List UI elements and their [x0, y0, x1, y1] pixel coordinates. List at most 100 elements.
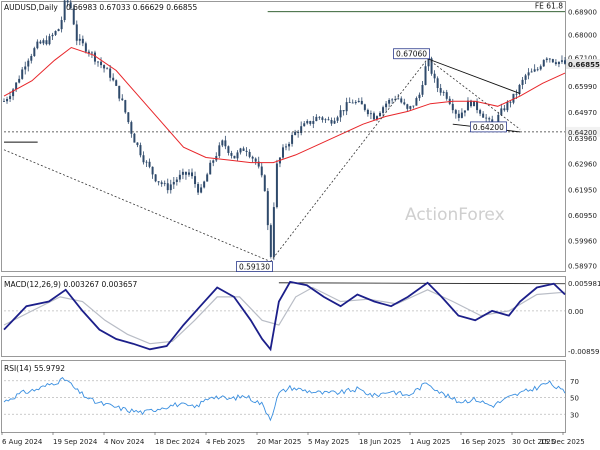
- channel-upper-line: [427, 58, 521, 94]
- price-panel-frame: [1, 1, 566, 272]
- candle-body: [206, 174, 209, 182]
- candle-body: [503, 108, 506, 111]
- candle-body: [160, 182, 163, 185]
- candle-body: [394, 98, 397, 100]
- candle-body: [191, 172, 194, 177]
- candle-body: [348, 102, 351, 103]
- candle-body: [479, 110, 482, 114]
- candle-body: [533, 69, 536, 72]
- candle-body: [539, 66, 542, 70]
- candle-body: [485, 117, 488, 119]
- candle-body: [66, 0, 69, 3]
- candle-body: [166, 183, 169, 191]
- candle-body: [288, 143, 291, 147]
- ohlc-label: 0.66983 0.67033 0.66629 0.66855: [66, 3, 197, 12]
- candle-body: [300, 126, 303, 133]
- candle-body: [476, 101, 479, 111]
- candle-body: [130, 122, 133, 134]
- candle-body: [24, 66, 27, 70]
- candle-body: [139, 145, 142, 156]
- candle-body: [48, 36, 51, 45]
- candle-body: [51, 34, 54, 37]
- rsi-title: RSI(14) 55.9792: [4, 364, 65, 373]
- macd-signal-line: [3, 286, 566, 345]
- candle-body: [9, 96, 12, 100]
- macd-line: [3, 280, 566, 352]
- moving-average-line: [3, 46, 566, 164]
- x-tick-label: 1 Aug 2025: [410, 438, 450, 446]
- candle-body: [536, 69, 539, 71]
- candle-body: [87, 51, 90, 54]
- candle-body: [500, 108, 503, 115]
- candle-body: [266, 191, 269, 226]
- candle-body: [473, 101, 476, 107]
- candle-body: [90, 52, 93, 54]
- candle-body: [212, 160, 215, 163]
- candle-body: [460, 112, 463, 118]
- candle-body: [200, 187, 203, 193]
- y-tick-label: 0.58970: [568, 263, 597, 271]
- annotation-label: 0.67060: [396, 50, 427, 59]
- candle-body: [457, 113, 460, 118]
- candle-body: [269, 225, 272, 257]
- candle-body: [427, 58, 430, 67]
- candle-body: [518, 84, 521, 94]
- candle-body: [97, 61, 100, 63]
- candle-body: [339, 110, 342, 118]
- candle-body: [100, 61, 103, 66]
- rsi-tick-label: 70: [570, 378, 579, 386]
- candle-body: [63, 0, 66, 21]
- candle-body: [333, 120, 336, 124]
- x-tick-label: 20 Mar 2025: [257, 438, 301, 446]
- candle-body: [424, 66, 427, 85]
- candle-body: [285, 146, 288, 148]
- candle-body: [18, 78, 21, 83]
- candle-body: [133, 133, 136, 143]
- candle-body: [297, 131, 300, 133]
- candle-body: [291, 134, 294, 144]
- candle-body: [178, 174, 181, 180]
- candle-body: [254, 158, 257, 162]
- current-price-box: [566, 58, 600, 69]
- candle-body: [482, 113, 485, 118]
- candle-body: [72, 8, 75, 25]
- candle-body: [379, 112, 382, 117]
- candle-body: [81, 38, 84, 44]
- candle-body: [151, 166, 154, 175]
- rsi-panel: [3, 376, 566, 422]
- x-tick-label: 4 Nov 2024: [104, 438, 145, 446]
- candle-body: [560, 60, 563, 62]
- x-tick-label: 30 Oct 2025: [512, 438, 555, 446]
- candle-body: [436, 78, 439, 89]
- candle-body: [466, 100, 469, 111]
- candle-body: [309, 121, 312, 124]
- x-tick-label: 5 May 2025: [308, 438, 349, 446]
- fe-label: FE 61.8: [535, 2, 563, 11]
- rsi-tick-label: 30: [570, 411, 579, 419]
- y-tick-label: 0.68000: [568, 32, 597, 40]
- candle-body: [115, 80, 118, 86]
- candle-body: [121, 98, 124, 101]
- candle-body: [415, 98, 418, 106]
- candle-body: [263, 175, 266, 192]
- annotation-box: [470, 121, 507, 133]
- candle-body: [521, 79, 524, 85]
- candle-body: [224, 140, 227, 147]
- watermark: ActionForex: [405, 205, 505, 225]
- candle-body: [78, 38, 81, 41]
- candle-body: [463, 110, 466, 113]
- y-tick-label: 0.63960: [568, 135, 597, 143]
- current-price-label: 0.66855: [568, 61, 600, 69]
- y-tick-label: 0.65990: [568, 83, 597, 91]
- candle-body: [84, 43, 87, 52]
- candle-body: [509, 101, 512, 103]
- x-tick-label: 15 Dec 2025: [540, 438, 585, 446]
- candle-body: [127, 112, 130, 123]
- candle-body: [239, 148, 242, 153]
- rsi-panel-frame: [1, 360, 566, 433]
- candle-body: [175, 179, 178, 182]
- candle-body: [545, 58, 548, 61]
- candle-body: [154, 174, 157, 182]
